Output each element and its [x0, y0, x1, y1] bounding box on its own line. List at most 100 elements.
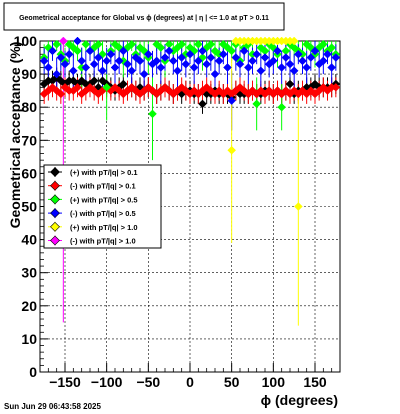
- data-point-s4: [293, 202, 303, 211]
- data-point-s2: [318, 39, 328, 49]
- data-point-s3: [85, 46, 95, 56]
- data-point-s5: [58, 36, 68, 46]
- data-point-s1: [56, 89, 66, 99]
- legend-marker: [50, 194, 60, 205]
- legend-marker: [50, 180, 60, 191]
- data-point-s3: [73, 36, 82, 46]
- x-axis-title: ϕ (degrees): [261, 392, 338, 408]
- data-point-s3: [152, 56, 162, 66]
- legend-label: (+) with pT/|q| > 0.1: [70, 168, 138, 177]
- y-tick-label: 80: [21, 99, 37, 115]
- data-point-s3: [173, 66, 182, 76]
- data-point-s3: [227, 96, 237, 105]
- data-point-s3: [214, 56, 224, 66]
- data-point-s2: [177, 39, 187, 49]
- legend: (+) with pT/|q| > 0.1 (-) with pT/|q| > 0…: [43, 164, 162, 249]
- y-tick-label: 50: [21, 199, 37, 215]
- data-point-s3: [239, 46, 249, 56]
- data-point-s3: [106, 49, 116, 59]
- x-tick-label: 150: [303, 374, 327, 390]
- data-point-s3: [243, 63, 253, 72]
- data-point-s3: [102, 56, 112, 66]
- data-point-s3: [331, 53, 341, 62]
- data-point-s1: [214, 86, 224, 96]
- data-point-s1: [114, 86, 124, 96]
- data-point-s3: [273, 46, 282, 56]
- legend-label: (-) with pT/|q| > 0.1: [70, 182, 136, 191]
- data-point-s2: [227, 46, 237, 56]
- data-point-s3: [298, 56, 307, 66]
- y-tick-label: 10: [21, 331, 37, 347]
- data-point-s3: [260, 53, 270, 62]
- data-point-s3: [56, 53, 66, 62]
- chart-title: Geometrical acceptance for Global vs ϕ (…: [19, 15, 269, 22]
- data-markers: [39, 36, 341, 211]
- data-point-s1: [73, 82, 82, 92]
- y-tick-label: 100: [14, 33, 38, 49]
- x-tick-label: 50: [224, 374, 240, 390]
- data-point-s2: [302, 39, 312, 49]
- y-tick-label: 90: [21, 66, 37, 82]
- legend-marker: [50, 221, 60, 232]
- data-point-s3: [68, 66, 78, 76]
- data-point-s3: [277, 63, 287, 72]
- data-point-s3: [327, 63, 337, 72]
- data-point-s2: [81, 39, 91, 49]
- data-point-s3: [218, 49, 228, 59]
- data-point-s1: [239, 86, 249, 96]
- data-point-s3: [164, 46, 174, 56]
- data-point-s4: [289, 36, 299, 46]
- data-point-s2: [93, 39, 103, 49]
- data-point-s2: [277, 102, 287, 112]
- data-point-s2: [52, 39, 62, 49]
- x-tick-label: 0: [186, 374, 194, 390]
- data-point-s0: [118, 79, 128, 89]
- data-point-s3: [202, 59, 212, 69]
- data-point-s3: [81, 63, 91, 72]
- data-point-s3: [293, 49, 303, 59]
- data-point-s3: [48, 46, 57, 56]
- y-tick-label: 60: [21, 165, 37, 181]
- data-point-s1: [52, 86, 62, 96]
- data-point-s3: [77, 56, 87, 66]
- timestamp: Sun Jun 29 06:43:58 2025: [4, 402, 101, 411]
- data-point-s3: [210, 69, 220, 79]
- data-point-s3: [114, 56, 124, 66]
- data-point-s3: [98, 66, 107, 76]
- data-point-s1: [164, 86, 174, 96]
- data-point-s2: [73, 46, 82, 56]
- data-point-s3: [118, 46, 128, 56]
- tick-labels: 0 10 20 30 40 50 60 70 80 90 100 −150 −100 −50 0 50 100 1…: [14, 33, 327, 390]
- x-tick-label: 100: [262, 374, 286, 390]
- y-tick-label: 70: [21, 132, 37, 148]
- x-tick-label: −50: [136, 374, 160, 390]
- data-point-s2: [206, 39, 216, 49]
- data-point-s1: [202, 82, 212, 92]
- y-tick-label: 30: [21, 265, 37, 281]
- data-point-s3: [110, 63, 120, 72]
- legend-box: [43, 164, 162, 249]
- y-tick-label: 0: [29, 364, 37, 380]
- data-point-s3: [310, 46, 320, 56]
- data-point-s2: [327, 43, 337, 52]
- data-point-s3: [185, 49, 195, 59]
- data-point-s2: [127, 39, 137, 49]
- data-point-s3: [323, 49, 332, 59]
- data-point-s0: [77, 76, 87, 86]
- data-point-s3: [198, 46, 207, 56]
- data-point-s2: [139, 46, 149, 56]
- data-point-s3: [193, 56, 203, 66]
- legend-marker: [50, 208, 60, 219]
- data-point-s1: [177, 82, 187, 92]
- legend-label: (-) with pT/|q| > 1.0: [70, 237, 136, 246]
- data-point-s3: [143, 49, 153, 59]
- legend-marker: [50, 235, 60, 246]
- data-point-s3: [127, 66, 137, 76]
- data-point-s3: [252, 49, 262, 59]
- data-point-s3: [123, 59, 132, 69]
- data-point-s3: [235, 59, 245, 69]
- x-tick-label: −150: [49, 374, 81, 390]
- data-point-s1: [89, 86, 99, 96]
- y-axis-title: Geometrical acceptance (%): [7, 42, 23, 229]
